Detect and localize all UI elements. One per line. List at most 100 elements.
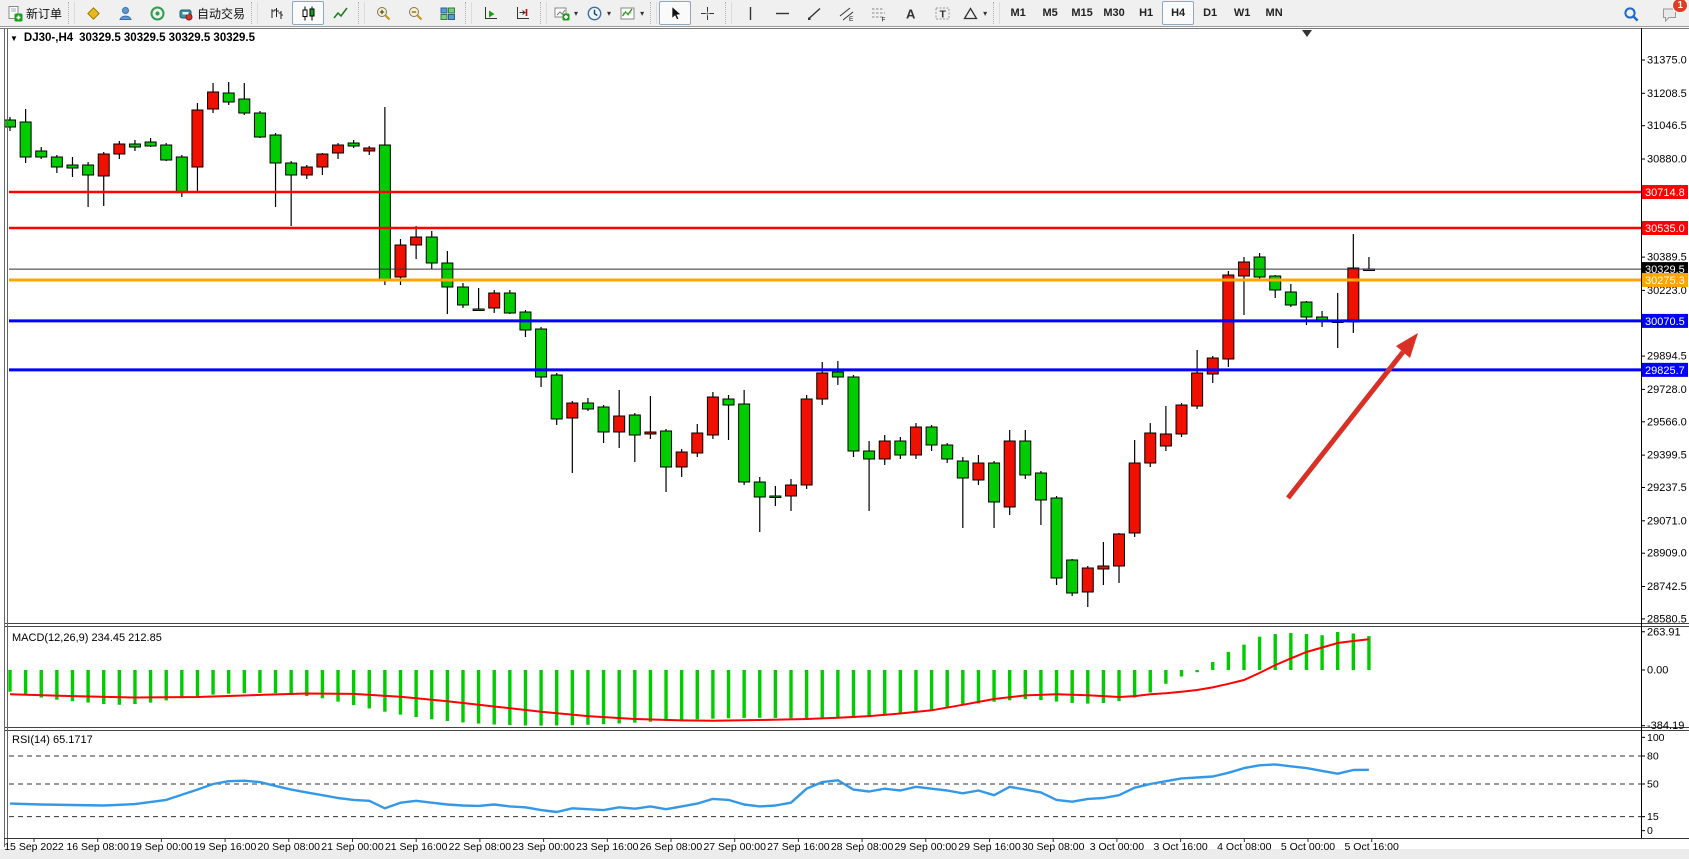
rsi-level-lines — [9, 755, 1641, 818]
svg-text:A: A — [906, 6, 916, 21]
tile-windows-button[interactable] — [431, 1, 463, 25]
search-button[interactable] — [1615, 2, 1647, 26]
cursor-button[interactable] — [659, 1, 692, 25]
candlestick-chart-button[interactable] — [292, 1, 325, 25]
auto-trading-button[interactable]: 自动交易 — [173, 1, 249, 25]
labelT-icon: T — [935, 7, 950, 20]
zoom-out-button[interactable] — [399, 1, 431, 25]
timeframe-d1-button[interactable]: D1 — [1203, 7, 1218, 19]
notifications-button[interactable]: 1 — [1653, 0, 1688, 26]
svg-text:4 Oct 08:00: 4 Oct 08:00 — [1217, 841, 1271, 853]
svg-text:15 Sep 2022: 15 Sep 2022 — [4, 841, 64, 853]
svg-text:28742.5: 28742.5 — [1647, 581, 1687, 593]
toolbar-separator — [725, 2, 733, 24]
line-chart-button[interactable] — [324, 1, 356, 25]
chart-collapse-icon[interactable]: ▼ — [10, 33, 18, 43]
svg-text:19 Sep 00:00: 19 Sep 00:00 — [130, 841, 193, 853]
rsi-indicator-label: RSI(14) 65.1717 — [12, 734, 93, 746]
bar-chart-button[interactable] — [260, 1, 292, 25]
toolbar-separator — [251, 2, 259, 24]
toolbar-separator — [68, 2, 76, 24]
svg-text:263.91: 263.91 — [1647, 626, 1681, 638]
chart-canvas[interactable]: 31375.0 31208.5 31046.5 30880.0 30389.5 30223… — [0, 28, 1689, 859]
zoom-in-button[interactable] — [367, 1, 399, 25]
new-order-button[interactable]: 新订单 — [2, 1, 66, 25]
auto-trading-button-label: 自动交易 — [197, 6, 246, 21]
text-button[interactable]: A — [894, 1, 926, 25]
trendline-button[interactable] — [798, 1, 830, 25]
svg-text:29728.0: 29728.0 — [1647, 384, 1687, 396]
crosshair-button[interactable] — [691, 1, 723, 25]
svg-text:29894.5: 29894.5 — [1647, 351, 1687, 363]
vline-icon — [749, 6, 751, 20]
svg-text:19 Sep 16:00: 19 Sep 16:00 — [194, 841, 257, 853]
chart-shift-button[interactable] — [506, 1, 538, 25]
textA-icon: A — [906, 6, 916, 21]
timeframe-m15-button[interactable]: M15 — [1071, 7, 1093, 19]
candlesticks — [4, 82, 1375, 607]
profiles-button[interactable]: ▾ — [582, 1, 615, 25]
svg-text:0: 0 — [1647, 825, 1653, 837]
toolbar-separator — [465, 2, 473, 24]
svg-text:16 Sep 08:00: 16 Sep 08:00 — [66, 841, 129, 853]
toolbar-separator — [993, 2, 1001, 24]
candles-icon — [302, 6, 315, 20]
fibonacci-button[interactable]: F — [862, 1, 894, 25]
search-icon — [1623, 6, 1638, 21]
time-axis[interactable]: 15 Sep 2022 16 Sep 08:00 19 Sep 00:00 19 Se… — [4, 838, 1399, 853]
new-chart-button[interactable]: ▾ — [549, 1, 582, 25]
svg-text:3 Oct 00:00: 3 Oct 00:00 — [1090, 841, 1144, 853]
svg-text:28909.0: 28909.0 — [1647, 548, 1687, 560]
svg-text:26 Sep 08:00: 26 Sep 08:00 — [640, 841, 703, 853]
timeframe-m1-button[interactable]: M1 — [1010, 7, 1026, 19]
zoomin-icon — [376, 6, 390, 20]
auto-scroll-button[interactable] — [474, 1, 506, 25]
svg-text:30714.8: 30714.8 — [1645, 187, 1685, 199]
svg-text:29071.0: 29071.0 — [1647, 515, 1687, 527]
market-button[interactable] — [77, 1, 109, 25]
svg-text:50: 50 — [1647, 779, 1659, 791]
vertical-line-button[interactable] — [734, 1, 766, 25]
channel-button[interactable]: E — [830, 1, 862, 25]
indicators-button[interactable]: ▾ — [615, 1, 648, 25]
shapes-icon — [963, 6, 978, 19]
horizontal-level-lines[interactable] — [9, 190, 1641, 372]
chart-window: ▼ DJ30-,H4 30329.5 30329.5 30329.5 30329… — [0, 28, 1689, 859]
svg-text:27 Sep 00:00: 27 Sep 00:00 — [703, 841, 766, 853]
hline-icon — [775, 12, 789, 14]
svg-text:30880.0: 30880.0 — [1647, 154, 1687, 166]
new-order-button-label: 新订单 — [26, 6, 63, 21]
svg-text:30275.3: 30275.3 — [1645, 275, 1685, 287]
chart-shift-marker-icon[interactable] — [1302, 30, 1312, 37]
timeframe-m5-button[interactable]: M5 — [1042, 7, 1058, 19]
crosshair-icon — [700, 6, 714, 20]
horizontal-line-button[interactable] — [766, 1, 798, 25]
community-button[interactable] — [109, 1, 141, 25]
rsi-line — [9, 763, 1369, 814]
shapes-button[interactable]: ▾ — [958, 1, 991, 25]
cursor-icon — [671, 5, 682, 20]
trend-arrow-head[interactable] — [1396, 333, 1418, 358]
shiftend-icon — [516, 6, 529, 19]
svg-text:28580.5: 28580.5 — [1647, 613, 1687, 625]
text-label-button[interactable]: T — [926, 1, 958, 25]
timeframe-w1-button[interactable]: W1 — [1233, 7, 1251, 19]
dropdown-caret-icon: ▾ — [607, 8, 612, 18]
svg-text:29399.5: 29399.5 — [1647, 450, 1687, 462]
timeframe-m30-button[interactable]: M30 — [1103, 7, 1125, 19]
person-icon — [118, 6, 132, 20]
svg-text:30070.5: 30070.5 — [1645, 316, 1685, 328]
timeframe-mn-button[interactable]: MN — [1265, 7, 1283, 19]
toolbar-separator — [358, 2, 366, 24]
indicators-icon — [620, 7, 635, 19]
svg-text:23 Sep 16:00: 23 Sep 16:00 — [576, 841, 639, 853]
timeframe-h1-button[interactable]: H1 — [1139, 7, 1154, 19]
timeframe-h4-button[interactable]: H4 — [1162, 1, 1195, 25]
svg-text:29566.0: 29566.0 — [1647, 416, 1687, 428]
price-axis[interactable]: 31375.0 31208.5 31046.5 30880.0 30389.5 30223… — [1641, 55, 1688, 626]
dropdown-caret-icon: ▾ — [983, 8, 988, 18]
signals-button[interactable] — [141, 1, 173, 25]
robot-icon — [179, 9, 193, 20]
trend-arrow[interactable] — [1286, 350, 1405, 500]
svg-text:28 Sep 08:00: 28 Sep 08:00 — [831, 841, 894, 853]
